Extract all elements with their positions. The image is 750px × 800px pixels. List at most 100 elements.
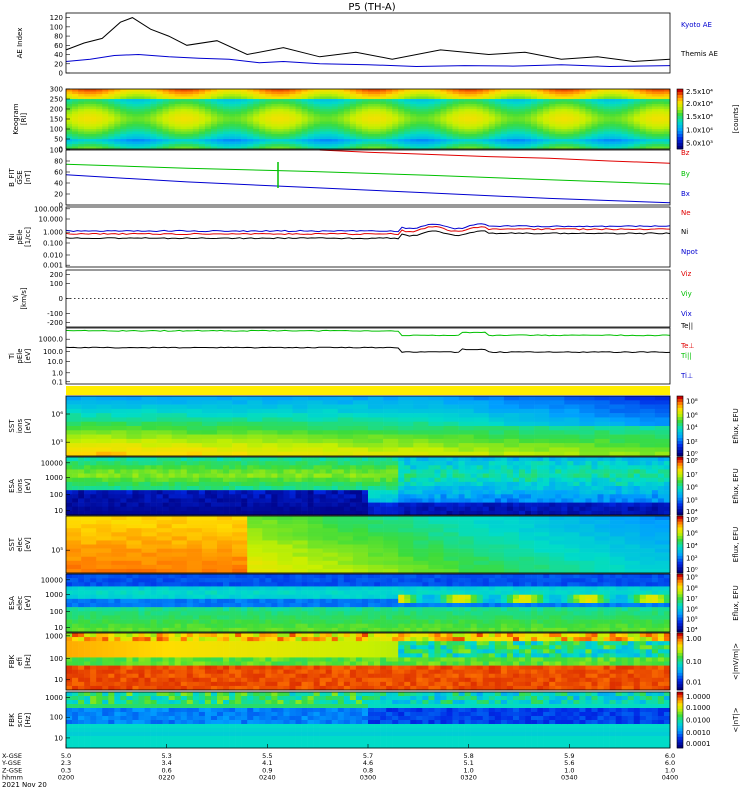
- heatmap-cell: [627, 119, 635, 122]
- series-line: [65, 163, 671, 185]
- heatmap-cell: [289, 498, 296, 503]
- heatmap-cell: [476, 131, 484, 135]
- heatmap-cell: [265, 506, 272, 512]
- heatmap-cell: [657, 111, 665, 115]
- heatmap-cell: [186, 532, 203, 537]
- heatmap-cell: [174, 469, 182, 474]
- heatmap-cell: [120, 136, 127, 140]
- heatmap-cell: [519, 129, 526, 132]
- heatmap-cell: [283, 116, 290, 120]
- heatmap-cell: [265, 510, 272, 516]
- heatmap-cell: [265, 116, 272, 120]
- heatmap-cell: [229, 104, 236, 107]
- heatmap-cell: [615, 116, 622, 120]
- heatmap-cell: [564, 421, 580, 427]
- heatmap-cell: [289, 134, 296, 137]
- heatmap-cell: [543, 498, 550, 503]
- heatmap-cell: [156, 544, 172, 549]
- heatmap-cell: [404, 506, 411, 512]
- heatmap-cell: [519, 490, 526, 495]
- heatmap-cell: [72, 124, 79, 127]
- heatmap-cell: [307, 400, 323, 405]
- heatmap-cell: [609, 443, 625, 448]
- heatmap-cell: [464, 91, 471, 95]
- heatmap-cell: [337, 457, 345, 462]
- heatmap-cell: [168, 144, 176, 147]
- heatmap-cell: [96, 443, 112, 448]
- heatmap-cell: [198, 116, 206, 120]
- heatmap-cell: [567, 129, 574, 132]
- heatmap-cell: [651, 146, 659, 150]
- heatmap-cell: [422, 502, 429, 508]
- heatmap-cell: [289, 99, 296, 102]
- heatmap-cell: [295, 109, 302, 112]
- heatmap-cell: [645, 129, 653, 132]
- heatmap-cell: [355, 126, 363, 130]
- heatmap-cell: [156, 486, 163, 491]
- heatmap-cell: [609, 134, 616, 137]
- heatmap-cell: [265, 473, 272, 479]
- heatmap-cell: [657, 104, 665, 107]
- heatmap-cell: [383, 434, 399, 440]
- heatmap-cell: [90, 121, 97, 125]
- heatmap-cell: [428, 111, 435, 115]
- heatmap-cell: [603, 111, 610, 115]
- heatmap-cell: [392, 91, 399, 95]
- heatmap-cell: [482, 510, 490, 516]
- y-tick-label: 1000.0: [39, 336, 64, 344]
- heatmap-cell: [156, 473, 163, 479]
- heatmap-cell: [494, 506, 502, 512]
- heatmap-cell: [301, 481, 308, 487]
- heatmap-cell: [579, 114, 586, 117]
- heatmap-cell: [591, 101, 598, 105]
- heatmap-cell: [446, 136, 453, 140]
- heatmap-cell: [223, 131, 230, 135]
- heatmap-cell: [567, 91, 574, 95]
- heatmap-cell: [654, 400, 671, 405]
- heatmap-cell: [506, 502, 514, 508]
- heatmap-cell: [561, 121, 568, 125]
- heatmap-cell: [585, 486, 592, 491]
- heatmap-cell: [84, 490, 91, 495]
- heatmap-cell: [380, 146, 387, 150]
- heatmap-cell: [247, 469, 254, 474]
- heatmap-cell: [343, 498, 351, 503]
- heatmap-cell: [361, 465, 369, 470]
- heatmap-cell: [440, 502, 447, 508]
- heatmap-cell: [96, 556, 112, 562]
- heatmap-cell: [549, 494, 556, 499]
- heatmap-cell: [555, 494, 562, 499]
- heatmap-cell: [428, 136, 435, 140]
- heatmap-cell: [271, 465, 278, 470]
- heatmap-cell: [232, 421, 248, 427]
- heatmap-cell: [319, 124, 327, 127]
- heatmap-cell: [579, 144, 586, 147]
- heatmap-cell: [404, 136, 411, 140]
- colorbar-step: [677, 444, 683, 448]
- heatmap-cell: [114, 126, 121, 130]
- heatmap-cell: [398, 443, 414, 448]
- heatmap-cell: [352, 438, 369, 444]
- heatmap-cell: [392, 510, 399, 516]
- heatmap-cell: [627, 106, 635, 110]
- heatmap-cell: [609, 486, 616, 491]
- heatmap-cell: [201, 568, 218, 574]
- heatmap-cell: [141, 548, 157, 553]
- heatmap-cell: [108, 114, 115, 117]
- heatmap-cell: [603, 126, 610, 130]
- colorbar-step: [677, 497, 683, 501]
- heatmap-cell: [609, 144, 616, 147]
- heatmap-cell: [156, 104, 163, 107]
- heatmap-cell: [488, 141, 496, 145]
- heatmap-cell: [446, 94, 453, 97]
- heatmap-cell: [337, 121, 345, 125]
- heatmap-cell: [319, 119, 327, 122]
- heatmap-cell: [343, 461, 351, 466]
- heatmap-cell: [337, 144, 345, 147]
- heatmap-cell: [573, 126, 580, 130]
- heatmap-cell: [235, 510, 242, 516]
- heatmap-cell: [386, 144, 393, 147]
- heatmap-cell: [482, 498, 490, 503]
- heatmap-cell: [174, 126, 182, 130]
- heatmap-cell: [96, 457, 103, 462]
